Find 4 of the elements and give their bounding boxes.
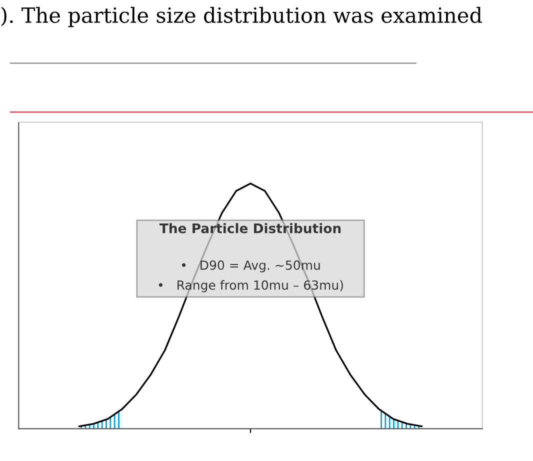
annotation: The Particle Distribution (159, 223, 341, 234)
annotation: • Range from 10mu – 63mu) (158, 280, 343, 292)
annotation: • D90 = Avg. ~50mu (182, 260, 320, 272)
text: ). The particle size distribution was examined (1, 6, 482, 28)
